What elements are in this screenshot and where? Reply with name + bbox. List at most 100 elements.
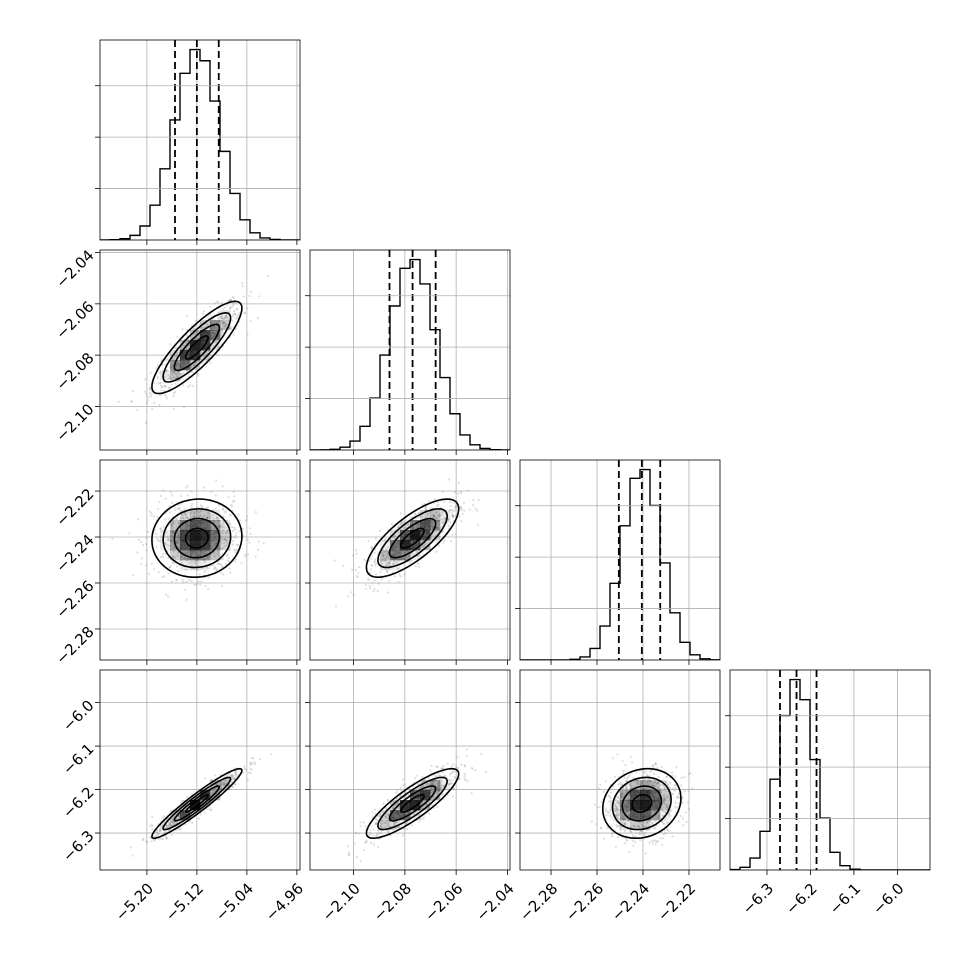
scatter-point: [168, 386, 171, 389]
scatter-point: [188, 528, 191, 531]
scatter-point: [225, 539, 228, 542]
scatter-point: [206, 323, 209, 326]
scatter-point: [222, 784, 225, 787]
scatter-point: [459, 506, 462, 509]
density-cell: [220, 530, 231, 541]
scatter-point: [238, 530, 241, 533]
scatter-point: [455, 504, 458, 507]
scatter-point: [437, 789, 440, 793]
density-cell: [620, 800, 631, 811]
scatter-point: [355, 856, 358, 859]
density-cell: [180, 340, 191, 351]
scatter-point: [683, 776, 686, 779]
scatter-point: [222, 783, 225, 786]
scatter-point: [168, 544, 171, 547]
scatter-point: [217, 301, 220, 304]
scatter-point: [226, 529, 229, 532]
scatter-point: [136, 409, 139, 412]
scatter-point: [429, 769, 432, 772]
scatter-point: [142, 544, 145, 547]
scatter-point: [181, 578, 184, 582]
scatter-point: [414, 513, 417, 516]
scatter-point: [145, 401, 149, 405]
scatter-point: [590, 820, 593, 823]
scatter-point: [178, 508, 181, 511]
scatter-point: [242, 534, 245, 537]
scatter-point: [410, 521, 413, 524]
scatter-point: [177, 541, 180, 544]
scatter-point: [440, 526, 443, 529]
scatter-point: [381, 552, 384, 555]
scatter-point: [401, 521, 404, 524]
panel-p3-p0: −5.20 −5.12 −5.04 −4.96−6.3−6.2−6.1−6.0: [59, 669, 307, 925]
scatter-point: [230, 327, 233, 331]
scatter-point: [430, 791, 434, 794]
scatter-point: [441, 771, 444, 774]
scatter-point: [437, 789, 440, 792]
scatter-point: [387, 830, 390, 833]
density-cell: [380, 560, 391, 571]
scatter-point: [609, 797, 612, 800]
density-cell: [210, 780, 221, 791]
scatter-point: [132, 573, 135, 577]
scatter-point: [436, 527, 440, 530]
scatter-point: [596, 806, 599, 809]
scatter-point: [355, 574, 358, 577]
scatter-point: [161, 816, 164, 820]
panel-frame: [309, 249, 511, 451]
scatter-point: [224, 531, 228, 534]
scatter-point: [176, 363, 179, 366]
scatter-point: [220, 329, 223, 332]
scatter-point: [458, 777, 461, 780]
density-cell: [620, 820, 631, 831]
scatter-point: [213, 788, 216, 791]
scatter-point: [682, 824, 685, 827]
scatter-point: [145, 549, 148, 552]
density-cell: [190, 560, 201, 571]
scatter-point: [623, 818, 626, 821]
scatter-point: [191, 384, 194, 387]
scatter-point: [602, 837, 605, 841]
scatter-point: [617, 825, 620, 828]
scatter-point: [425, 788, 428, 791]
scatter-point: [236, 308, 239, 311]
panel-frame: [519, 669, 721, 871]
scatter-point: [204, 584, 207, 588]
scatter-point: [158, 539, 161, 542]
scatter-point: [666, 828, 669, 831]
density-cell: [640, 800, 651, 811]
scatter-point: [210, 778, 213, 782]
scatter-point: [195, 510, 198, 513]
density-cell: [440, 780, 451, 791]
scatter-point: [173, 370, 176, 373]
scatter-point: [634, 831, 638, 834]
scatter-point: [235, 543, 239, 546]
scatter-point: [434, 779, 437, 782]
density-cell: [410, 530, 421, 541]
scatter-point: [216, 518, 219, 522]
scatter-point: [396, 558, 399, 562]
scatter-point: [185, 551, 188, 554]
scatter-point: [179, 828, 182, 831]
scatter-point: [627, 819, 630, 822]
scatter-point: [167, 823, 170, 826]
scatter-point: [220, 301, 223, 304]
scatter-point: [169, 511, 172, 514]
scatter-point: [159, 494, 163, 497]
scatter-point: [393, 537, 396, 540]
panel-p2-p0: −2.28−2.26−2.24−2.22: [52, 459, 301, 668]
scatter-point: [231, 319, 234, 322]
scatter-point: [140, 562, 143, 565]
scatter-point: [623, 842, 627, 845]
scatter-point: [641, 775, 644, 778]
scatter-point: [434, 530, 437, 533]
scatter-point: [129, 846, 132, 849]
panel-p3-p1: −2.10 −2.08 −2.06 −2.04: [305, 669, 518, 925]
scatter-point: [174, 354, 177, 358]
contour-level-2: [621, 785, 663, 822]
x-tick-label-p2: −2.26: [562, 880, 607, 925]
scatter-point: [637, 833, 640, 836]
scatter-point: [224, 315, 227, 318]
scatter-point: [667, 813, 670, 816]
scatter-point: [208, 512, 211, 515]
